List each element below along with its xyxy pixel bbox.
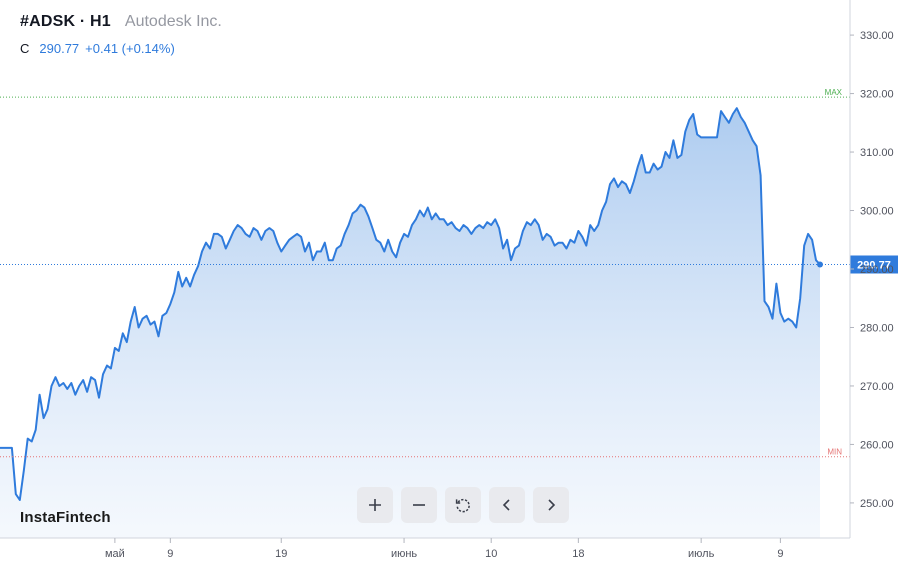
brand-logo: InstaFintech bbox=[20, 509, 111, 526]
chart-header: #ADSK · H1 Autodesk Inc. bbox=[20, 13, 222, 31]
zoom-in-button[interactable] bbox=[357, 487, 393, 523]
reset-button[interactable] bbox=[445, 487, 481, 523]
close-change: +0.41 (+0.14%) bbox=[85, 41, 175, 56]
y-tick-label: 290.00 bbox=[860, 264, 894, 276]
close-key: C bbox=[20, 41, 30, 56]
y-tick-label: 320.00 bbox=[860, 89, 894, 101]
x-tick-label: 19 bbox=[275, 548, 287, 560]
reset-icon bbox=[455, 498, 470, 513]
chevron-right-icon bbox=[548, 499, 556, 511]
y-tick-label: 300.00 bbox=[860, 206, 894, 218]
last-price-dot bbox=[817, 261, 823, 268]
last-price-badge bbox=[850, 255, 898, 274]
min-label: MIN bbox=[827, 448, 842, 457]
close-readout: C 290.77 +0.41 (+0.14%) bbox=[20, 41, 175, 56]
y-tick-label: 270.00 bbox=[860, 381, 894, 393]
x-tick-label: 18 bbox=[572, 548, 584, 560]
max-label: MAX bbox=[825, 88, 843, 97]
minus-icon bbox=[413, 504, 425, 506]
chevron-left-icon bbox=[502, 499, 510, 511]
y-tick-label: 330.00 bbox=[860, 30, 894, 42]
zoom-out-button[interactable] bbox=[401, 487, 437, 523]
scroll-left-button[interactable] bbox=[489, 487, 525, 523]
price-line bbox=[0, 107, 821, 501]
plus-icon bbox=[369, 499, 381, 511]
y-tick-label: 260.00 bbox=[860, 439, 894, 451]
y-tick-label: 250.00 bbox=[860, 498, 894, 510]
x-tick-label: июль bbox=[688, 548, 715, 560]
company-name: Autodesk Inc. bbox=[124, 13, 222, 30]
x-tick-label: май bbox=[105, 548, 125, 560]
x-tick-label: июнь bbox=[391, 548, 417, 560]
scroll-right-button[interactable] bbox=[533, 487, 569, 523]
y-tick-label: 310.00 bbox=[860, 147, 894, 159]
symbol-label: #ADSK · H1 bbox=[20, 13, 111, 30]
price-area bbox=[0, 108, 820, 538]
close-value: 290.77 bbox=[39, 41, 80, 56]
last-price-label: 290.77 bbox=[857, 259, 891, 271]
y-tick-label: 280.00 bbox=[860, 322, 894, 334]
x-tick-label: 10 bbox=[485, 548, 497, 560]
chart-toolbar bbox=[357, 487, 569, 523]
x-tick-label: 9 bbox=[777, 548, 783, 560]
x-tick-label: 9 bbox=[167, 548, 173, 560]
